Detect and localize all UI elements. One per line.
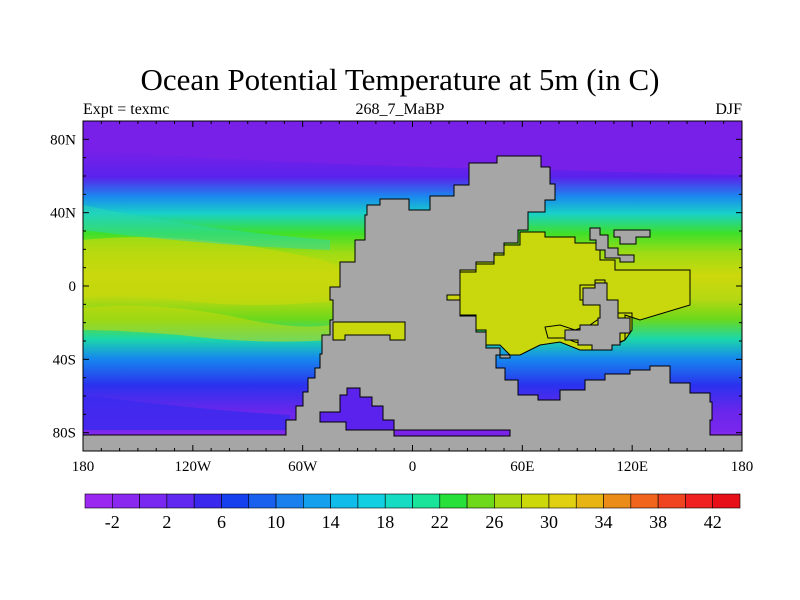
colorbar-swatch	[330, 493, 359, 509]
colorbar-label: 38	[649, 512, 667, 532]
colorbar-label: -2	[105, 512, 120, 532]
colorbar-swatch	[357, 493, 386, 509]
colorbar-labels: -2 2 6 10 14 18 22 26 30 34 38 42	[105, 512, 722, 532]
colorbar-swatch	[630, 493, 659, 509]
colorbar-label: 26	[485, 512, 503, 532]
colorbar-swatch	[685, 493, 714, 509]
x-tick-label: 180	[72, 459, 95, 475]
colorbar-swatch	[548, 493, 577, 509]
colorbar-swatch	[575, 493, 604, 509]
colorbar-swatch	[657, 493, 686, 509]
polar-cold-north	[83, 121, 742, 175]
colorbar-swatch	[521, 493, 550, 509]
colorbar-label: 42	[704, 512, 722, 532]
y-tick-label: 80S	[53, 426, 76, 442]
season-label: DJF	[715, 101, 742, 118]
y-tick-label: 80N	[50, 132, 76, 148]
colorbar-swatch	[111, 493, 140, 509]
period-label: 268_7_MaBP	[355, 101, 445, 118]
colorbar	[84, 493, 741, 509]
southern-cold-band	[83, 395, 290, 430]
y-tick-label: 40S	[53, 352, 76, 368]
colorbar-swatch	[166, 493, 195, 509]
tethys-sea	[459, 231, 691, 356]
y-tick-label: 40N	[50, 206, 76, 222]
colorbar-label: 6	[217, 512, 226, 532]
colorbar-label: 30	[540, 512, 558, 532]
x-axis-labels: 180 120W 60W 0 60E 120E 180	[72, 459, 754, 475]
colorbar-swatch	[221, 493, 250, 509]
experiment-label: Expt = texmc	[83, 101, 170, 118]
axis-ticks	[82, 120, 743, 452]
land-pangaea-west	[83, 155, 742, 451]
southern-seaway	[393, 429, 511, 437]
x-tick-label: 0	[409, 459, 417, 475]
colorbar-swatch	[384, 493, 413, 509]
colorbar-label: 14	[322, 512, 340, 532]
y-axis-labels: 80N 40N 0 40S 80S	[50, 132, 76, 441]
northern-gradient-band	[83, 205, 330, 250]
colorbar-label: 34	[595, 512, 613, 532]
y-tick-label: 0	[69, 279, 77, 295]
x-tick-label: 120W	[174, 459, 212, 475]
colorbar-swatch	[193, 493, 222, 509]
colorbar-swatch	[248, 493, 277, 509]
x-tick-label: 60E	[510, 459, 534, 475]
colorbar-swatch	[712, 493, 741, 509]
colorbar-swatch	[84, 493, 113, 509]
x-tick-label: 180	[731, 459, 754, 475]
colorbar-label: 10	[267, 512, 285, 532]
colorbar-swatch	[139, 493, 168, 509]
colorbar-swatch	[275, 493, 304, 509]
interior-sea-southwest	[332, 321, 406, 341]
land-island-north	[613, 229, 651, 245]
colorbar-swatch	[494, 493, 522, 509]
colorbar-label: 22	[431, 512, 449, 532]
colorbar-swatch	[303, 493, 331, 509]
x-tick-label: 60W	[288, 459, 318, 475]
tropical-warm-band-west	[83, 237, 345, 305]
colorbar-label: 18	[376, 512, 394, 532]
land-island-east	[564, 282, 631, 351]
colorbar-swatch	[466, 493, 495, 509]
land-island-northeast	[589, 227, 635, 263]
colorbar-swatch	[439, 493, 468, 509]
colorbar-swatch	[603, 493, 632, 509]
chart-title: Ocean Potential Temperature at 5m (in C)	[140, 62, 660, 97]
x-tick-label: 120E	[616, 459, 648, 475]
tropical-warm-band-south	[83, 305, 330, 342]
colorbar-label: 2	[162, 512, 171, 532]
colorbar-swatch	[412, 493, 441, 509]
